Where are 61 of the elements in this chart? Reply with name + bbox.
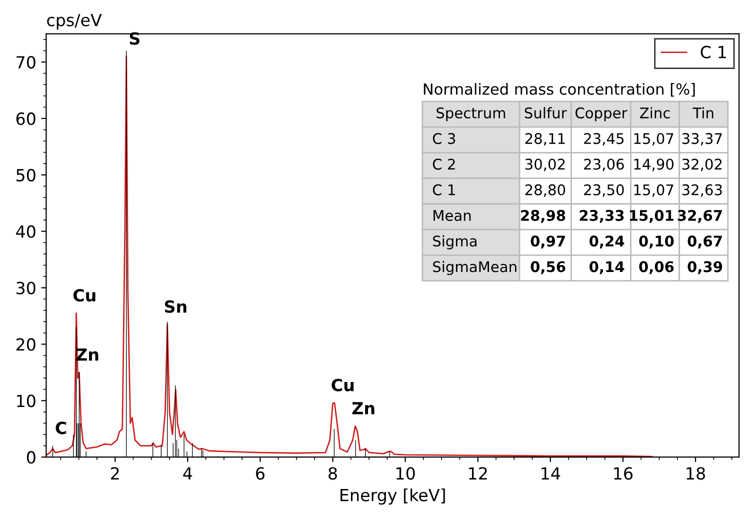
text: 32,63: [682, 184, 722, 197]
y-tick-label: 0: [26, 451, 36, 464]
y-axis-title: cps/eV: [47, 14, 102, 30]
category-label: Tin: [692, 107, 714, 118]
text: SigmaMean: [433, 260, 516, 276]
x-tick-label: 12: [469, 467, 487, 480]
text: 0,56: [530, 261, 566, 274]
y-tick-label: 70: [16, 56, 36, 69]
annotation: Sn: [164, 300, 186, 313]
y-tick-label: 40: [16, 225, 36, 238]
text: 32,67: [678, 210, 722, 223]
category-label: Sulfur: [524, 107, 567, 118]
category-label: Zinc: [640, 107, 670, 118]
text: 23,45: [584, 133, 624, 146]
text: 0,24: [590, 236, 624, 248]
text: Normalized mass concentration [%]: [424, 83, 695, 97]
y-tick-label: 10: [17, 394, 36, 408]
text: C 1: [432, 184, 455, 196]
text: 23,50: [584, 184, 624, 197]
x-tick-label: 2: [111, 467, 119, 480]
category-label: Copper: [576, 107, 628, 122]
text: 30,02: [525, 158, 565, 172]
text: 0,14: [590, 261, 624, 274]
x-tick-label: 4: [183, 467, 192, 480]
text: 28,80: [525, 184, 566, 197]
y-tick-label: 60: [16, 112, 36, 126]
text: 14,90: [634, 158, 674, 172]
text: 23,06: [584, 158, 624, 172]
text: 33,37: [682, 133, 722, 146]
text: 15,07: [634, 184, 674, 197]
text: 15,07: [634, 133, 674, 146]
text: 0,39: [688, 261, 722, 274]
y-tick-label: 20: [16, 338, 36, 351]
x-tick-label: 6: [256, 467, 264, 480]
text: Sigma: [433, 235, 477, 250]
annotation: Cu: [73, 288, 96, 302]
text: 28,98: [521, 210, 566, 223]
annotation: C: [56, 422, 66, 434]
x-tick-label: 14: [542, 467, 560, 480]
x-axis-title: Energy [keV]: [340, 488, 445, 505]
annotation: Cu: [332, 378, 354, 392]
text: Mean: [434, 210, 471, 221]
annotation: Zn: [352, 402, 374, 414]
y-tick-label: 50: [16, 168, 36, 182]
text: 0,06: [639, 261, 674, 274]
category-label: Spectrum: [436, 107, 506, 122]
legend-label: C 1: [700, 46, 726, 58]
text: C 3: [432, 133, 456, 144]
x-tick-label: 10: [396, 467, 415, 480]
text: 23,33: [580, 210, 624, 223]
text: 15,01: [630, 210, 674, 223]
text: 32,02: [682, 158, 722, 172]
x-tick-label: 16: [614, 467, 633, 480]
x-tick-label: 18: [686, 467, 705, 480]
text: 28,11: [525, 133, 565, 146]
text: 0,67: [688, 236, 722, 248]
text: 0,10: [639, 236, 674, 248]
text: C 2: [432, 158, 455, 170]
y-tick-label: 30: [16, 282, 36, 294]
text: 0,97: [530, 236, 565, 248]
x-tick-label: 8: [328, 467, 337, 480]
